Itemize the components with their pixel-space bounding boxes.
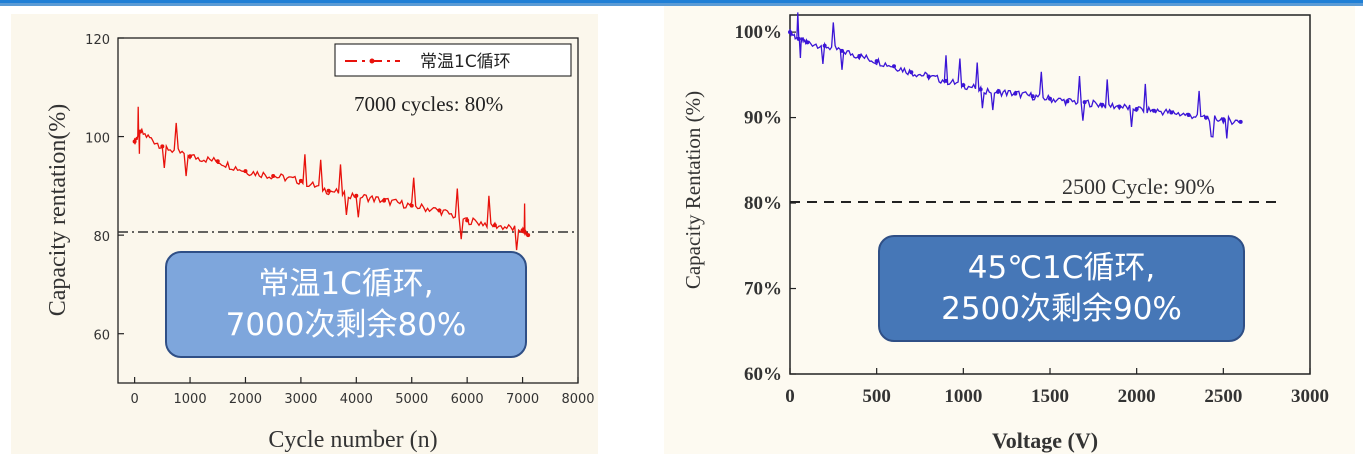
left-callout: 常温1C循环, 7000次剩余80% — [165, 251, 527, 358]
right-y-axis-label: Capacity Rentation (%) — [681, 91, 705, 289]
left-series — [132, 106, 531, 251]
left-y-tick-label: 100 — [85, 132, 110, 147]
left-y-tick-label: 120 — [85, 33, 110, 48]
left-x-tick-label: 6000 — [451, 392, 484, 407]
left-x-tick-label: 3000 — [284, 392, 317, 407]
left-y-axis-label: Capacity rentation(%) — [45, 104, 71, 317]
left-data-point — [526, 233, 531, 238]
right-data-point — [874, 59, 879, 64]
left-callout-line1: 常温1C循环, — [258, 265, 434, 302]
right-x-tick-label: 500 — [862, 386, 891, 407]
right-y-tick-label: 70% — [744, 279, 782, 300]
right-data-point — [1204, 115, 1208, 120]
left-data-point — [465, 218, 470, 223]
right-x-tick-label: 2500 — [1204, 386, 1242, 407]
left-legend-marker — [369, 58, 375, 64]
right-x-tick-label: 2000 — [1118, 386, 1156, 407]
right-x-ticks: 0 500 1000 1500 2000 2500 3000 — [785, 368, 1329, 407]
right-y-tick-label: 100% — [735, 22, 783, 43]
right-chart-panel — [664, 6, 1355, 454]
right-data-point — [1186, 113, 1191, 118]
left-data-point — [188, 154, 193, 159]
right-x-axis-label: Voltage (V) — [992, 428, 1098, 453]
right-callout-line2: 2500次剩余90% — [941, 290, 1182, 327]
left-callout-line2: 7000次剩余80% — [225, 306, 467, 343]
right-data-point — [788, 30, 792, 35]
right-x-tick-label: 1000 — [944, 386, 982, 407]
left-data-point — [354, 193, 359, 198]
right-data-point — [840, 48, 844, 53]
left-data-point — [298, 178, 303, 183]
right-data-point — [1065, 99, 1070, 104]
right-series-line — [789, 12, 1241, 139]
left-data-point — [409, 203, 414, 208]
left-y-tick-label: 60 — [93, 329, 110, 344]
left-data-point — [160, 144, 165, 149]
left-x-tick-label: 8000 — [561, 392, 594, 407]
right-data-point — [1238, 119, 1243, 124]
left-plot-frame — [117, 37, 579, 384]
right-y-tick-label: 90% — [744, 108, 782, 129]
right-data-point — [909, 70, 914, 75]
left-x-tick-label: 4000 — [340, 392, 373, 407]
left-data-point — [382, 198, 387, 203]
right-x-tick-label: 3000 — [1291, 386, 1329, 407]
right-data-point — [944, 78, 948, 83]
left-data-point — [492, 223, 497, 228]
right-data-point — [1221, 117, 1226, 122]
left-data-point — [243, 169, 248, 174]
right-data-point — [1048, 96, 1052, 101]
right-data-point — [996, 89, 1000, 94]
left-x-tick-label: 5000 — [395, 392, 428, 407]
right-data-point — [805, 40, 810, 45]
left-data-point — [326, 188, 331, 193]
left-data-point — [437, 208, 442, 213]
right-data-point — [1100, 102, 1104, 107]
left-x-tick-label: 2000 — [229, 392, 262, 407]
right-annotation: 2500 Cycle: 90% — [1062, 174, 1215, 199]
left-chart: 0 1000 2000 3000 4000 5000 6000 7000 8000 60 80 10… — [45, 33, 595, 453]
right-series — [788, 12, 1243, 139]
right-data-point — [892, 64, 896, 69]
left-data-point — [132, 139, 137, 144]
right-data-point — [857, 54, 862, 59]
left-x-tick-label: 0 — [130, 392, 138, 407]
left-y-tick-label: 80 — [93, 230, 110, 245]
right-y-ticks: 60% 70% 80% 90% 100% — [735, 22, 796, 385]
right-data-point — [1030, 94, 1035, 99]
left-series-line — [133, 106, 529, 251]
right-data-point — [1082, 100, 1087, 105]
left-x-ticks: 0 1000 2000 3000 4000 5000 6000 7000 8000 — [130, 377, 595, 407]
left-y-ticks: 60 80 100 120 — [85, 33, 124, 344]
right-y-tick-label: 60% — [744, 364, 782, 385]
right-data-point — [1013, 91, 1018, 96]
right-x-tick-label: 1500 — [1031, 386, 1069, 407]
left-chart-panel — [11, 14, 598, 454]
right-x-tick-label: 0 — [785, 386, 795, 407]
right-data-point — [961, 83, 966, 88]
left-annotation: 7000 cycles: 80% — [354, 92, 503, 116]
right-data-point — [1169, 110, 1174, 115]
left-x-tick-label: 1000 — [174, 392, 207, 407]
top-rule — [0, 0, 1363, 6]
left-x-tick-label: 7000 — [506, 392, 539, 407]
left-data-point — [271, 174, 276, 178]
left-data-point — [520, 228, 525, 233]
left-data-point — [138, 129, 143, 134]
right-data-point — [1117, 104, 1122, 109]
right-data-point — [822, 43, 827, 48]
left-data-point — [215, 159, 220, 164]
right-data-point — [1152, 108, 1156, 113]
right-data-point — [796, 36, 801, 41]
left-x-axis-label: Cycle number (n) — [268, 427, 437, 453]
left-legend-label: 常温1C循环 — [420, 52, 511, 72]
right-y-tick-label: 80% — [744, 193, 782, 214]
right-callout: 45℃1C循环, 2500次剩余90% — [878, 235, 1245, 342]
right-data-point — [926, 74, 931, 79]
right-data-point — [978, 87, 983, 92]
right-callout-line1: 45℃1C循环, — [967, 249, 1156, 286]
right-data-point — [1134, 107, 1139, 112]
